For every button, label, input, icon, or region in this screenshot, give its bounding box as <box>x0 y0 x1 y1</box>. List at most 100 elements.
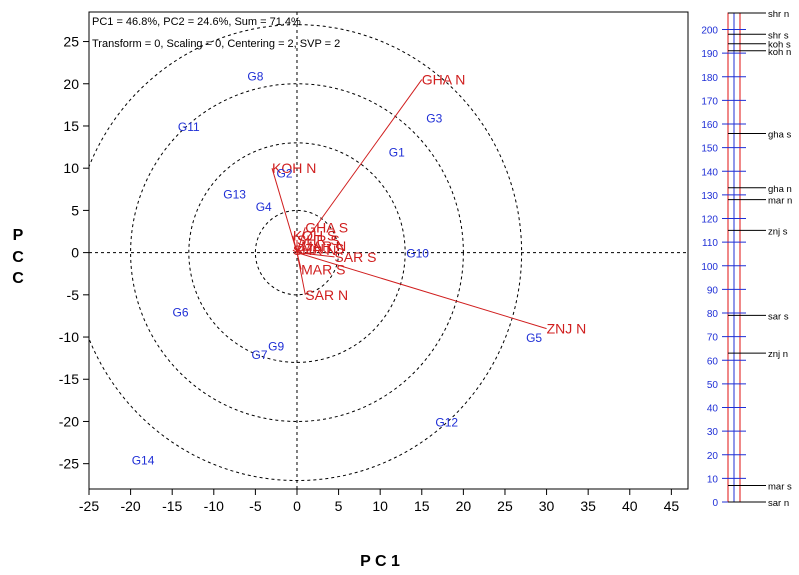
side-panel: 0 10 20 30 40 50 60 70 80 90 100 110 120 130 140 150 160… <box>701 9 792 509</box>
tester-vector <box>296 245 302 253</box>
x-tick-label: -5 <box>249 498 262 514</box>
tester-label: MAR S <box>301 261 345 277</box>
tester-vector <box>296 252 302 270</box>
grid-layer: -25 -20 -15 -10 -5 0 5 10 15 20 25 30 35 40 45 -25 -20 -1… <box>12 11 689 514</box>
plot-frame <box>88 11 689 490</box>
y-tick-label: -5 <box>67 287 80 303</box>
y-axis-label-part: C <box>12 270 24 287</box>
side-marker-label: sar s <box>768 311 789 322</box>
genotype-label: G14 <box>132 453 155 467</box>
genotype-label: G3 <box>426 112 442 126</box>
side-marker-label: znj s <box>768 226 788 237</box>
side-marker-label: znj n <box>768 349 788 360</box>
side-tick-label: 200 <box>701 26 718 37</box>
tester-vector <box>296 227 306 253</box>
side-tick-label: 120 <box>701 215 718 226</box>
tester-vector <box>292 235 298 253</box>
tester-label: SAR S <box>334 249 376 265</box>
genotype-label: G7 <box>252 348 268 362</box>
tester-vector <box>296 252 335 258</box>
y-tick-label: 0 <box>71 245 79 261</box>
tester-vector <box>292 249 298 254</box>
side-tick-label: 100 <box>701 262 718 273</box>
side-tick-label: 150 <box>701 144 718 155</box>
x-tick-label: 15 <box>414 498 430 514</box>
y-axis-label-part: C <box>12 249 24 266</box>
side-marker-label: mar s <box>768 481 792 492</box>
side-tick-label: 130 <box>701 191 718 202</box>
tester-label: SHR S <box>297 232 340 248</box>
x-tick-label: 5 <box>335 498 343 514</box>
side-tick-label: 180 <box>701 73 718 84</box>
grid-clip-group <box>89 12 688 489</box>
tester-label: KOH N <box>272 160 316 176</box>
side-marker-label: gha s <box>768 129 791 140</box>
chart-title: PC1 = 46.8%, PC2 = 24.6%, Sum = 71.4% <box>92 16 301 28</box>
tester-label: KOH S <box>293 228 337 244</box>
tester-label: MAR N <box>301 238 346 254</box>
side-tick-label: 190 <box>701 49 718 60</box>
tester-label: GHA S <box>305 219 348 235</box>
tester-label: ZNJ N <box>547 321 587 337</box>
y-tick-label: 15 <box>63 118 79 134</box>
side-tick-label: 40 <box>707 404 719 415</box>
genotype-label: G6 <box>173 306 189 320</box>
side-marker-label: sar n <box>768 498 789 509</box>
y-axis-label-part: P <box>13 227 24 244</box>
y-tick-label: 25 <box>63 34 79 50</box>
x-tick-label: 35 <box>580 498 596 514</box>
genotype-label: G8 <box>247 69 263 83</box>
x-tick-label: 40 <box>622 498 638 514</box>
y-tick-label: 10 <box>63 160 79 176</box>
y-tick-label: 5 <box>71 202 79 218</box>
x-tick-label: 0 <box>293 498 301 514</box>
side-marker-label: shr s <box>768 30 789 41</box>
x-tick-label: -10 <box>204 498 224 514</box>
y-tick-label: -25 <box>59 456 79 472</box>
genotype-label: G9 <box>268 339 284 353</box>
side-tick-label: 60 <box>707 356 719 367</box>
side-tick-label: 20 <box>707 451 719 462</box>
x-tick-label: 45 <box>664 498 680 514</box>
side-tick-label: 0 <box>712 498 718 509</box>
tester-vector <box>296 252 547 330</box>
side-tick-label: 50 <box>707 380 719 391</box>
x-tick-label: -20 <box>120 498 140 514</box>
genotype-label: G10 <box>406 247 429 261</box>
tester-label: SHR N <box>293 242 337 258</box>
genotype-label: G1 <box>389 145 405 159</box>
side-tick-label: 160 <box>701 120 718 131</box>
side-tick-label: 30 <box>707 427 719 438</box>
x-tick-label: 30 <box>539 498 555 514</box>
x-tick-label: 10 <box>372 498 388 514</box>
x-tick-label: 25 <box>497 498 513 514</box>
tester-label: GHA N <box>422 72 466 88</box>
genotype-label: G2 <box>276 166 292 180</box>
side-tick-label: 70 <box>707 333 719 344</box>
x-axis-label: P C 1 <box>360 553 400 570</box>
side-tick-label: 110 <box>702 238 718 249</box>
x-tick-label: -25 <box>79 498 99 514</box>
side-marker-label: koh s <box>768 40 791 51</box>
side-tick-label: 170 <box>701 96 718 107</box>
chart-subtitle: Transform = 0, Scaling = 0, Centering = … <box>92 38 340 50</box>
y-tick-label: -20 <box>59 413 79 429</box>
y-tick-label: -15 <box>59 371 79 387</box>
side-tick-label: 10 <box>707 474 719 485</box>
side-marker-label: koh n <box>768 47 791 58</box>
side-marker-label: mar n <box>768 196 792 207</box>
distance-circle <box>254 209 340 296</box>
genotype-label: G4 <box>256 200 272 214</box>
side-tick-label: 90 <box>707 285 719 296</box>
tester-vector <box>296 79 423 253</box>
genotype-label: G12 <box>435 415 458 429</box>
genotype-label: G5 <box>526 331 542 345</box>
tester-label: SAR N <box>305 287 348 303</box>
side-marker-label: shr n <box>768 9 789 20</box>
tester-vector <box>296 247 306 254</box>
y-tick-label: -10 <box>59 329 79 345</box>
side-marker-label: gha n <box>768 184 792 195</box>
